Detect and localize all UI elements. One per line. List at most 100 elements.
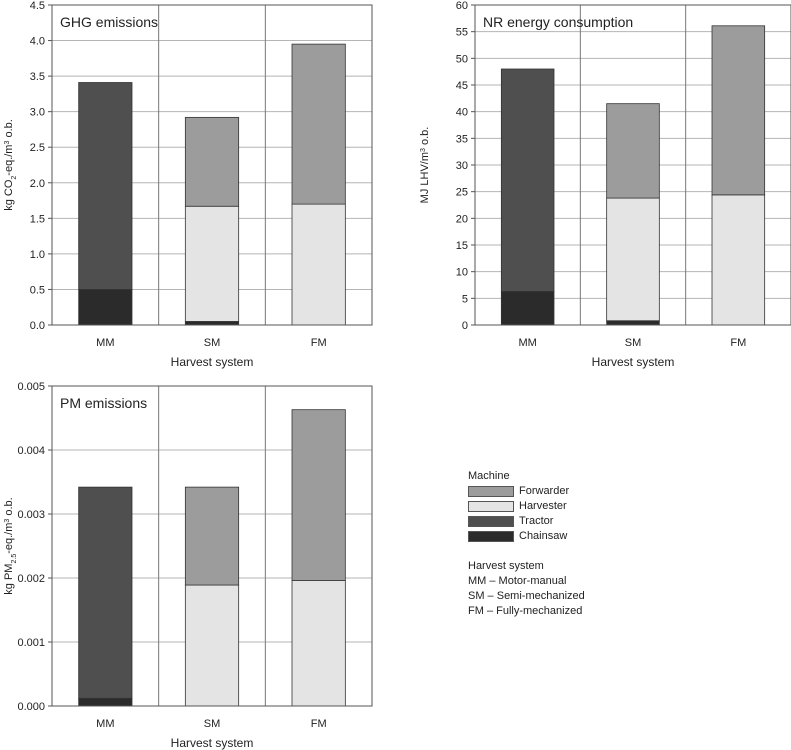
legend-label-harvester: Harvester [519, 500, 567, 512]
system-mm: MM – Motor-manual [468, 575, 567, 587]
y-axis-label-part: 3 [420, 148, 427, 152]
system-sm: SM – Semi-mechanized [468, 590, 585, 602]
bar-chainsaw-sm [606, 320, 660, 326]
y-axis-label-part: 3 [4, 519, 11, 523]
y-axis-label-part: o.b. [419, 127, 431, 148]
bar-forwarder-fm [291, 409, 346, 581]
y-tick-label: 35 [456, 133, 468, 145]
bar-forwarder-sm [184, 486, 240, 586]
x-tick-label: SM [204, 337, 221, 349]
x-tick-label: MM [519, 337, 537, 349]
chart-3: 0.000 0.001 0.002 0.003 0.004 0.005 MM SM FM PM e… [3, 381, 373, 750]
x-tick-label: SM [204, 718, 221, 730]
y-tick-label: 45 [456, 80, 468, 92]
legend-item-forwarder: Forwarder [468, 484, 585, 499]
legend-item-tractor: Tractor [468, 514, 585, 529]
system-fm: FM – Fully-mechanized [468, 605, 583, 617]
chart-title: NR energy consumption [483, 14, 633, 30]
y-tick-label: 4.0 [30, 36, 45, 48]
chart-title: PM emissions [60, 395, 147, 411]
y-axis-label-part: MJ LHV/m [419, 152, 431, 203]
bar-forwarder-sm [184, 116, 240, 207]
x-tick-label: MM [96, 718, 114, 730]
legend-item-harvester: Harvester [468, 499, 585, 514]
bar-forwarder-sm [606, 103, 660, 199]
chart-1: 0.0 0.5 1.0 1.5 2.0 2.5 3.0 3.5 4.0 4.5 MM SM FM GHG … [3, 0, 373, 369]
plot-frame [51, 4, 373, 326]
y-tick-label: 10 [456, 267, 468, 279]
y-tick-label: 0 [462, 320, 468, 332]
y-axis-label-part: kg PM [3, 564, 15, 595]
y-axis-label-part: o.b. [3, 119, 15, 140]
bar-harvester-sm [606, 197, 660, 322]
y-axis-label-part: 3 [4, 141, 11, 145]
bar-chainsaw-mm [500, 290, 555, 326]
y-tick-label: 60 [456, 0, 468, 12]
y-axis-label: MJ LHV/m3 o.b. [419, 127, 431, 204]
bar-tractor-mm [78, 486, 133, 699]
y-axis-label-part: kg CO [3, 179, 15, 211]
y-tick-label: 30 [456, 160, 468, 172]
bar-harvester-sm [184, 205, 240, 322]
x-tick-label: FM [311, 337, 327, 349]
x-axis-label: Harvest system [171, 736, 254, 750]
y-tick-label: 1.5 [30, 213, 45, 225]
chart-title: GHG emissions [60, 14, 158, 30]
x-axis-label: Harvest system [171, 355, 254, 369]
chart-2: 0 5 10 15 20 25 30 35 40 45 50 55 60 MM SM FM NR energy … [419, 0, 791, 369]
y-tick-label: 5 [462, 293, 468, 305]
y-tick-label: 40 [456, 107, 468, 119]
y-axis-label-part: o.b. [3, 497, 15, 518]
y-tick-label: 50 [456, 53, 468, 65]
plot-frame [51, 385, 373, 707]
y-tick-label: 15 [456, 240, 468, 252]
systems-title: Harvest system [468, 560, 544, 572]
x-tick-label: MM [96, 337, 114, 349]
bar-harvester-fm [291, 580, 346, 707]
plot-frame [474, 4, 791, 326]
y-axis-label: kg PM2.5-eq./m3 o.b. [3, 497, 18, 594]
y-tick-label: 2.5 [30, 142, 45, 154]
y-axis-label-part: 2 [11, 176, 18, 180]
legend-title: Machine [468, 470, 510, 482]
legend-label-forwarder: Forwarder [519, 485, 570, 497]
x-axis-label: Harvest system [592, 355, 675, 369]
legend: Machine Forwarder Harvester Tractor Chai… [468, 469, 585, 619]
legend-item-chainsaw: Chainsaw [468, 529, 585, 544]
bar-tractor-mm [500, 68, 555, 292]
y-axis-label-part: -eq./m [3, 145, 15, 176]
y-axis-label-part: 2.5 [11, 554, 18, 564]
y-tick-label: 0.005 [17, 381, 45, 393]
bar-harvester-fm [711, 194, 766, 326]
legend-swatch-chainsaw [468, 531, 514, 542]
bar-tractor-mm [78, 82, 133, 290]
bar-forwarder-fm [291, 43, 346, 205]
y-tick-label: 20 [456, 213, 468, 225]
y-tick-label: 3.0 [30, 107, 45, 119]
y-tick-label: 0.0 [30, 320, 45, 332]
y-tick-label: 55 [456, 27, 468, 39]
bar-harvester-fm [291, 203, 346, 326]
y-tick-label: 2.0 [30, 178, 45, 190]
legend-label-tractor: Tractor [519, 515, 554, 527]
y-tick-label: 25 [456, 187, 468, 199]
legend-label-chainsaw: Chainsaw [519, 530, 568, 542]
bar-chainsaw-mm [78, 289, 133, 326]
y-tick-label: 0.004 [17, 445, 45, 457]
y-axis-label: kg CO2-eq./m3 o.b. [3, 119, 18, 211]
y-tick-label: 0.002 [17, 573, 45, 585]
y-tick-label: 0.001 [17, 637, 45, 649]
y-tick-label: 0.003 [17, 509, 45, 521]
y-axis-label-part: -eq./m [3, 523, 15, 554]
legend-swatch-forwarder [468, 486, 514, 497]
x-tick-label: SM [625, 337, 642, 349]
x-tick-label: FM [730, 337, 746, 349]
y-tick-label: 4.5 [30, 0, 45, 12]
bar-forwarder-fm [711, 25, 766, 196]
y-tick-label: 3.5 [30, 71, 45, 83]
bar-chainsaw-sm [184, 321, 240, 326]
bar-chainsaw-mm [78, 697, 133, 707]
x-tick-label: FM [311, 718, 327, 730]
bar-harvester-sm [184, 584, 240, 707]
